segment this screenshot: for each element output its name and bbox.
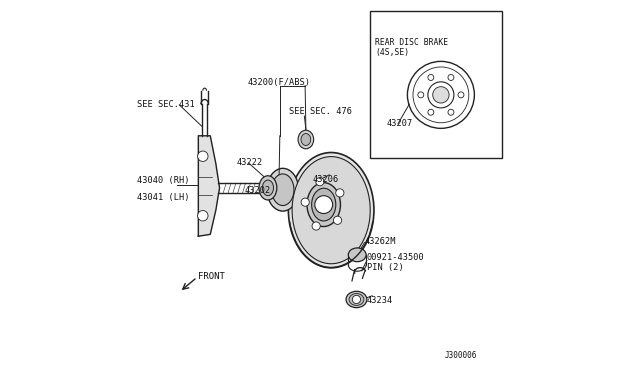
Text: SEE SEC.431: SEE SEC.431	[137, 100, 195, 109]
Text: 43222: 43222	[236, 158, 262, 167]
Circle shape	[198, 211, 208, 221]
Ellipse shape	[348, 248, 366, 262]
Ellipse shape	[346, 291, 367, 308]
Circle shape	[312, 222, 320, 230]
Text: FRONT: FRONT	[198, 272, 225, 281]
Ellipse shape	[307, 183, 340, 227]
Text: 43207: 43207	[387, 119, 413, 128]
Ellipse shape	[259, 176, 277, 200]
Ellipse shape	[267, 168, 299, 211]
Text: (4S,SE): (4S,SE)	[375, 48, 409, 57]
Ellipse shape	[312, 188, 336, 221]
Bar	[370, 11, 502, 158]
Ellipse shape	[262, 180, 273, 196]
Circle shape	[336, 189, 344, 197]
Text: 43262M: 43262M	[365, 237, 396, 246]
Text: 43206: 43206	[312, 175, 339, 184]
Circle shape	[433, 87, 449, 103]
Ellipse shape	[292, 157, 370, 264]
Text: 43200(F/ABS): 43200(F/ABS)	[248, 78, 310, 87]
Ellipse shape	[301, 134, 310, 145]
Polygon shape	[198, 136, 220, 236]
Text: REAR DISC BRAKE: REAR DISC BRAKE	[375, 38, 448, 47]
Circle shape	[353, 295, 360, 304]
Circle shape	[316, 177, 324, 186]
Text: J300006: J300006	[445, 351, 477, 360]
Ellipse shape	[289, 153, 374, 268]
Circle shape	[198, 151, 208, 161]
Circle shape	[315, 196, 333, 214]
Text: 43040 (RH): 43040 (RH)	[137, 176, 189, 185]
Ellipse shape	[298, 130, 314, 149]
Text: 43234: 43234	[367, 296, 393, 305]
Text: PIN (2): PIN (2)	[367, 263, 404, 272]
Circle shape	[301, 198, 309, 206]
Ellipse shape	[271, 174, 294, 205]
Text: 00921-43500: 00921-43500	[367, 253, 424, 262]
Ellipse shape	[349, 294, 364, 305]
Circle shape	[333, 216, 342, 224]
Text: 43041 (LH): 43041 (LH)	[137, 193, 189, 202]
Text: SEE SEC. 476: SEE SEC. 476	[289, 107, 353, 116]
Text: 43202: 43202	[245, 186, 271, 195]
